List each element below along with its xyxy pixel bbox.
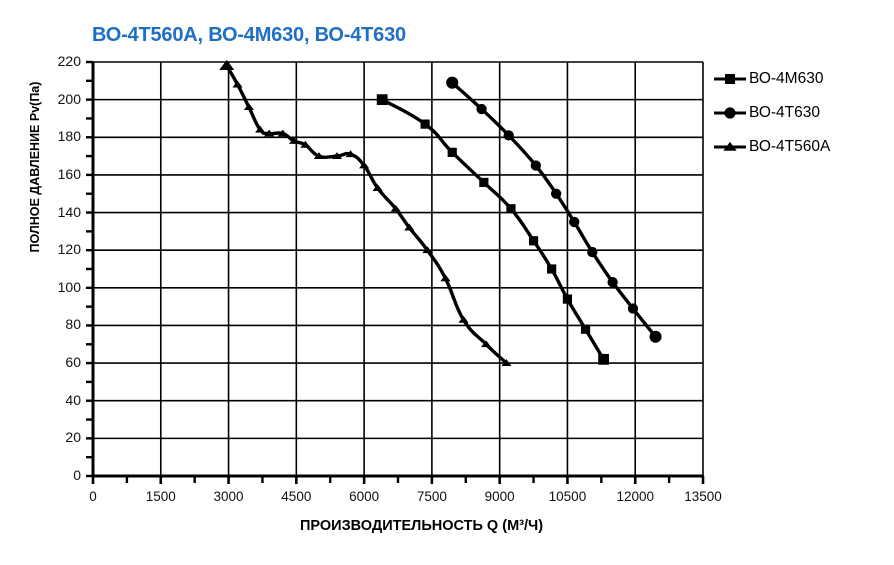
data-point-triangle: [313, 152, 325, 159]
data-point-circle: [724, 107, 736, 119]
data-point-triangle: [264, 129, 275, 137]
y-tick-label: 120: [57, 241, 81, 258]
data-point-triangle: [345, 150, 356, 158]
y-tick-label: 20: [65, 429, 81, 446]
y-tick-label: 40: [65, 391, 81, 408]
x-tick-label: 4500: [281, 489, 312, 504]
data-point-triangle: [331, 152, 343, 159]
data-point-triangle: [723, 141, 737, 151]
legend-item-ВО-4М630[interactable]: ВО-4М630: [712, 62, 887, 96]
x-tick-label: 12000: [616, 489, 654, 504]
data-point-triangle: [390, 204, 401, 212]
series-ВО-4Т560А: [219, 59, 512, 366]
data-point-square: [479, 177, 489, 188]
data-point-circle: [607, 277, 618, 288]
legend-item-label: ВО-4Т630: [749, 104, 820, 121]
data-point-circle: [649, 330, 662, 343]
data-point-triangle: [277, 129, 288, 137]
y-tick-label: 200: [57, 90, 81, 107]
data-point-triangle: [243, 103, 254, 111]
data-point-triangle: [404, 223, 415, 231]
chart-title: ВО-4Т560А, ВО-4М630, ВО-4Т630: [92, 24, 406, 46]
data-point-square: [528, 236, 539, 246]
series-ВО-4Т630: [446, 76, 662, 343]
data-point-square: [725, 74, 735, 84]
legend-item-label: ВО-4Т560А: [749, 138, 831, 155]
data-point-triangle: [440, 274, 451, 282]
data-point-circle: [503, 130, 514, 141]
data-point-triangle: [481, 340, 492, 348]
series-line: [380, 97, 606, 362]
x-tick-label: 7500: [416, 489, 447, 504]
data-point-triangle: [458, 315, 469, 323]
x-tick-label: 3000: [213, 489, 244, 504]
x-tick-label: 1500: [145, 489, 176, 504]
data-point-triangle: [501, 359, 512, 366]
x-tick-label: 6000: [349, 489, 380, 504]
data-point-circle: [446, 76, 459, 89]
x-tick-label: 10500: [548, 489, 587, 504]
data-point-square: [447, 147, 457, 157]
data-point-circle: [530, 160, 541, 171]
data-point-triangle: [288, 137, 300, 144]
data-point-square: [547, 264, 557, 274]
data-point-triangle: [255, 125, 266, 133]
legend-item-ВО-4Т560А[interactable]: ВО-4Т560А: [712, 130, 887, 164]
data-point-circle: [627, 303, 639, 314]
data-point-square: [598, 353, 609, 365]
data-point-triangle: [359, 161, 370, 169]
y-tick-label: 220: [57, 53, 81, 69]
y-tick-label: 180: [57, 128, 81, 145]
data-point-circle: [569, 216, 580, 228]
data-point-circle: [587, 246, 598, 258]
x-axis-label: ПРОИЗВОДИТЕЛЬНОСТЬ Q (М³/Ч): [300, 518, 544, 534]
y-tick-label: 0: [73, 467, 81, 483]
y-tick-label: 60: [65, 354, 81, 371]
data-point-circle: [476, 103, 487, 115]
x-tick-label: 9000: [484, 489, 515, 504]
x-tick-label: 13500: [684, 489, 722, 504]
data-point-triangle: [219, 59, 235, 71]
data-point-triangle: [372, 184, 383, 191]
triangle-marker-icon: [712, 137, 748, 157]
series-line: [450, 81, 658, 339]
data-point-triangle: [232, 80, 243, 88]
data-point-square: [506, 204, 516, 214]
series-ВО-4М630: [376, 94, 609, 365]
legend-item-ВО-4Т630[interactable]: ВО-4Т630: [712, 96, 887, 130]
x-tick-label: 0: [89, 489, 97, 504]
data-point-square: [376, 94, 388, 106]
y-tick-label: 100: [57, 278, 81, 295]
data-point-square: [562, 294, 573, 304]
square-marker-icon: [712, 69, 748, 89]
legend-item-label: ВО-4М630: [749, 70, 824, 87]
circle-marker-icon: [712, 103, 748, 123]
data-point-circle: [550, 188, 562, 199]
data-point-triangle: [422, 246, 433, 254]
data-point-square: [580, 324, 591, 334]
y-tick-label: 80: [65, 316, 81, 333]
y-tick-label: 140: [57, 203, 81, 220]
chart-legend: ВО-4М630 ВО-4Т630 ВО-4Т560А: [712, 62, 887, 164]
y-tick-label: 160: [57, 165, 81, 182]
data-point-triangle: [300, 140, 311, 148]
data-point-square: [420, 119, 430, 129]
